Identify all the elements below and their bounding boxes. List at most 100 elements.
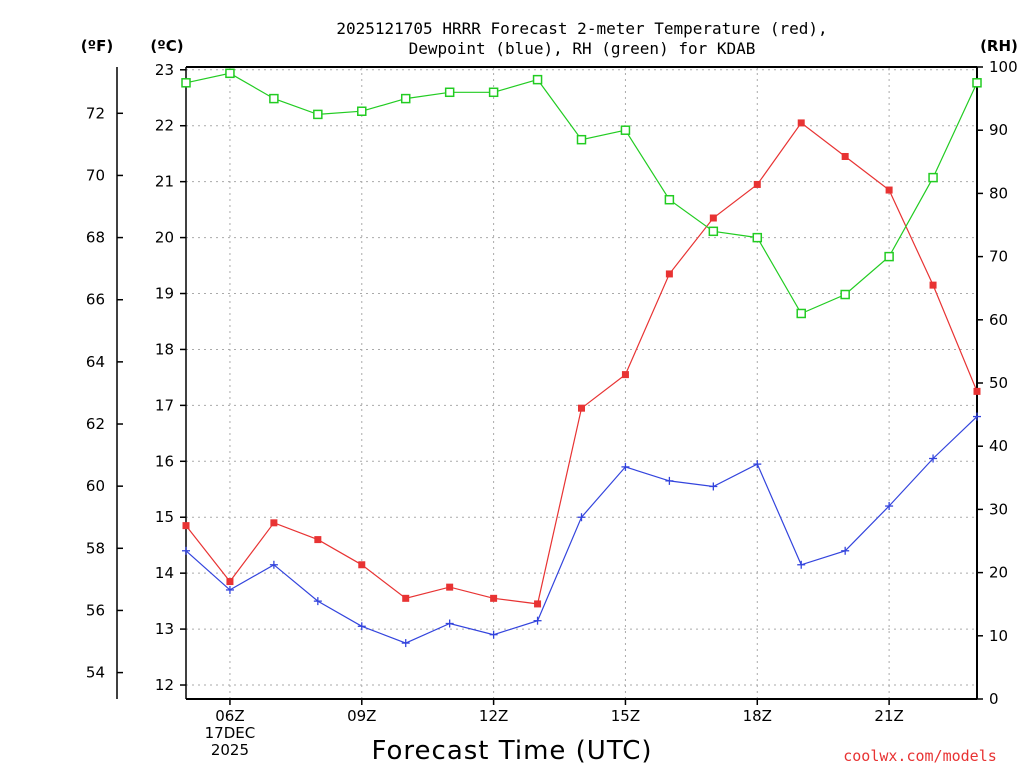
- series-layer: [181, 68, 982, 648]
- relative-humidity-point: [620, 125, 631, 135]
- rh-tick-label: 100: [989, 58, 1018, 76]
- fahrenheit-tick-label: 54: [86, 664, 105, 682]
- relative-humidity-point: [752, 232, 763, 243]
- celsius-tick-label: 23: [155, 61, 174, 79]
- celsius-tick-label: 17: [155, 396, 174, 414]
- fahrenheit-tick-label: 64: [86, 353, 105, 371]
- relative-humidity-point: [576, 134, 587, 145]
- fahrenheit-tick-label: 70: [86, 166, 105, 184]
- temperature-point: [929, 281, 937, 289]
- chart-title-line1: 2025121705 HRRR Forecast 2-meter Tempera…: [336, 19, 827, 38]
- temperature-point: [621, 371, 629, 379]
- x-tick-label: 12Z: [479, 707, 508, 725]
- dewpoint-point: [489, 630, 498, 639]
- celsius-tick-label: 15: [155, 508, 174, 526]
- rh-tick-label: 0: [989, 690, 999, 708]
- dewpoint-point: [577, 513, 586, 522]
- rh-tick-label: 50: [989, 374, 1008, 392]
- dewpoint-point: [753, 460, 762, 469]
- celsius-tick-label: 20: [155, 229, 174, 247]
- temperature-point: [402, 594, 410, 602]
- dewpoint-point: [182, 546, 190, 555]
- fahrenheit-tick-label: 56: [86, 601, 105, 619]
- rh-tick-label: 90: [989, 121, 1008, 139]
- relative-humidity-point: [313, 109, 323, 120]
- dewpoint-point: [929, 454, 938, 463]
- temperature-point: [270, 519, 278, 527]
- dewpoint-point: [225, 585, 234, 594]
- temperature-point: [578, 404, 585, 412]
- celsius-tick-label: 19: [155, 285, 174, 303]
- fahrenheit-tick-label: 72: [86, 104, 105, 122]
- relative-humidity-point: [181, 78, 191, 88]
- credit-label: coolwx.com/models: [843, 747, 997, 765]
- relative-humidity-point: [708, 226, 719, 237]
- dewpoint-point: [665, 476, 674, 485]
- x-tick-label: 17DEC: [205, 724, 256, 742]
- dewpoint-point: [401, 639, 410, 648]
- rh-tick-label: 10: [989, 627, 1008, 645]
- rh-tick-label: 20: [989, 564, 1008, 582]
- celsius-tick-label: 18: [155, 340, 174, 358]
- temperature-point: [665, 270, 673, 278]
- x-tick-label: 06Z: [215, 707, 244, 725]
- relative-humidity-point: [400, 93, 411, 104]
- temperature-point: [973, 387, 981, 395]
- rh-tick-label: 70: [989, 248, 1008, 266]
- relative-humidity-point: [972, 78, 982, 88]
- rh-tick-label: 80: [989, 184, 1008, 202]
- x-tick-label: 15Z: [611, 707, 640, 725]
- x-tick-label: 09Z: [347, 707, 376, 725]
- temperature-point: [446, 583, 454, 591]
- dewpoint-point: [445, 619, 454, 628]
- dewpoint-point: [621, 462, 630, 471]
- temperature-point: [841, 152, 849, 160]
- relative-humidity-point: [840, 289, 850, 300]
- rh-tick-label: 60: [989, 311, 1008, 329]
- fahrenheit-tick-label: 58: [86, 539, 105, 557]
- dewpoint-point: [973, 412, 981, 421]
- dewpoint-point: [357, 622, 366, 631]
- relative-humidity-point: [532, 74, 543, 85]
- relative-humidity-point: [884, 251, 894, 262]
- relative-humidity-point: [488, 87, 499, 98]
- celsius-tick-label: 12: [155, 676, 174, 694]
- dewpoint-point: [797, 560, 806, 569]
- temperature-point: [753, 180, 761, 188]
- relative-humidity-point: [796, 308, 806, 319]
- temperature-point: [885, 186, 893, 194]
- temperature-point: [226, 578, 234, 586]
- fahrenheit-tick-label: 62: [86, 415, 105, 433]
- dewpoint-point: [269, 560, 278, 569]
- relative-humidity-point: [664, 194, 675, 205]
- dewpoint-point: [885, 502, 894, 511]
- relative-humidity-point: [357, 106, 367, 116]
- temperature-point: [358, 561, 366, 569]
- dewpoint-point: [841, 546, 850, 555]
- rh-unit-label: (RH): [980, 37, 1018, 55]
- temperature-line: [185, 122, 978, 605]
- temperature-point: [314, 536, 322, 544]
- celsius-tick-label: 16: [155, 452, 174, 470]
- temperature-point: [709, 214, 717, 222]
- chart-title-line2: Dewpoint (blue), RH (green) for KDAB: [409, 39, 756, 58]
- temperature-point: [490, 594, 498, 602]
- relative-humidity-line: [185, 72, 978, 315]
- relative-humidity-point: [928, 172, 938, 183]
- x-tick-label: 18Z: [743, 707, 772, 725]
- relative-humidity-point: [444, 87, 455, 98]
- x-axis-title: Forecast Time (UTC): [371, 736, 652, 766]
- celsius-tick-label: 14: [155, 564, 174, 582]
- dewpoint-line: [185, 416, 978, 644]
- dewpoint-point: [709, 482, 718, 491]
- grid-lines: [186, 67, 977, 699]
- dewpoint-point: [533, 616, 542, 625]
- relative-humidity-point: [225, 68, 235, 79]
- temperature-point: [797, 119, 805, 127]
- temperature-point: [182, 522, 190, 530]
- x-tick-label: 21Z: [874, 707, 903, 725]
- rh-tick-label: 40: [989, 437, 1008, 455]
- fahrenheit-tick-label: 66: [86, 291, 105, 309]
- fahrenheit-tick-label: 60: [86, 477, 105, 495]
